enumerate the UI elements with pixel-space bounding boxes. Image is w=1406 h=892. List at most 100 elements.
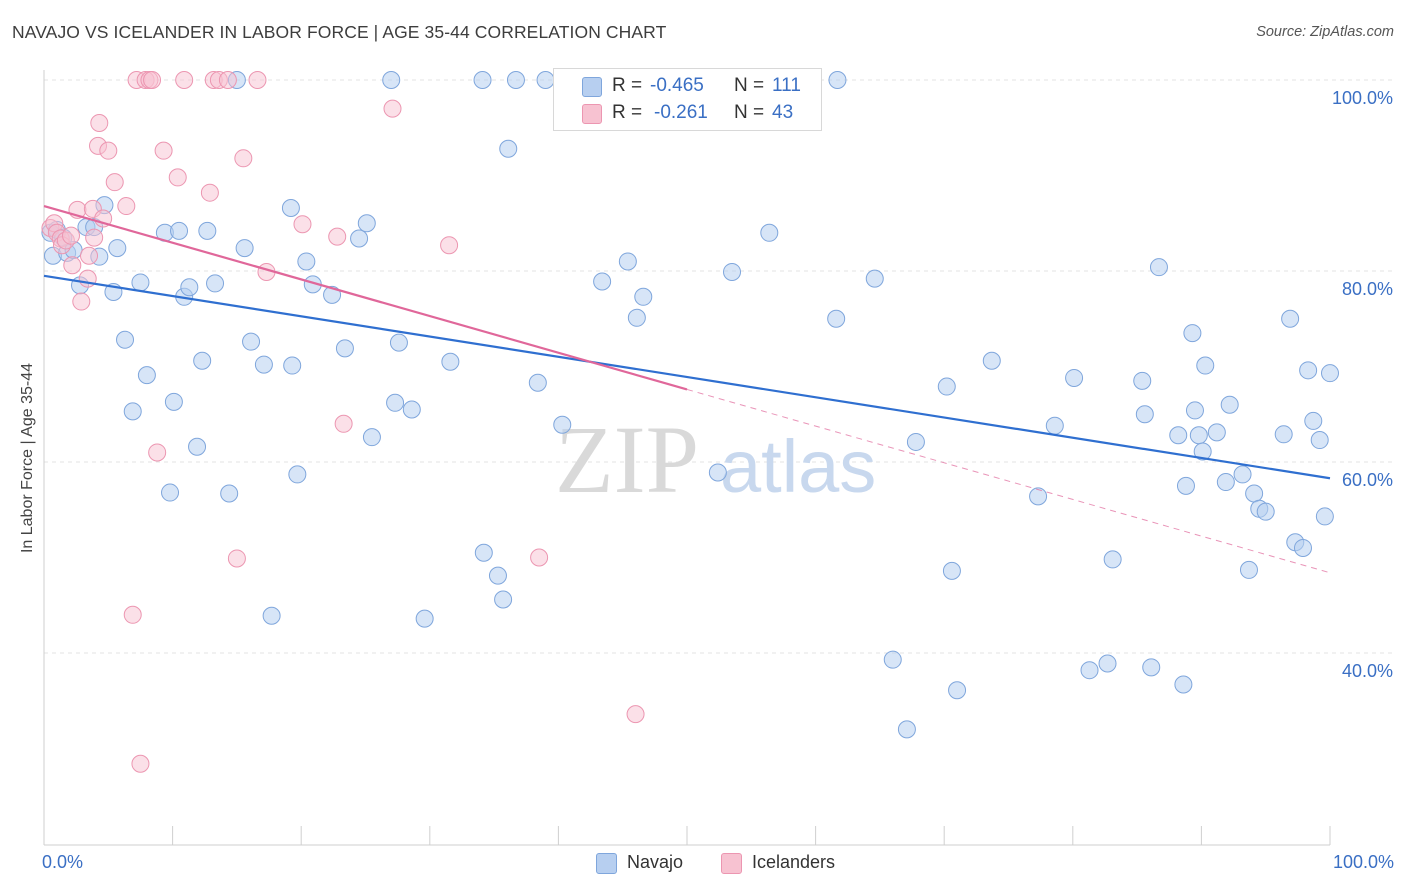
icelander-points: [41, 71, 645, 773]
navajo-point: [1183, 324, 1202, 343]
navajo-point: [942, 561, 961, 580]
navajo-n-label: N =: [734, 75, 765, 96]
navajo-point: [1149, 258, 1168, 277]
navajo-point: [1321, 364, 1339, 383]
navajo-point: [1135, 405, 1154, 424]
legend-row-icelanders: R = -0.261 N = 43: [554, 100, 821, 126]
navajo-trend-line: [43, 274, 1331, 480]
navajo-point: [350, 229, 369, 248]
trend-lines: [43, 205, 1331, 574]
navajo-point: [402, 400, 421, 419]
navajo-point: [1256, 502, 1275, 521]
navajo-point: [1239, 560, 1258, 579]
watermark-zip: ZIP: [555, 406, 699, 513]
icelander-point: [227, 549, 246, 568]
navajo-r-label: R =: [612, 75, 643, 96]
icelander-point: [62, 226, 81, 245]
icelander-point: [328, 227, 347, 246]
navajo-point: [828, 71, 847, 89]
icelander-r-value: -0.261: [654, 102, 708, 123]
icelander-point: [175, 71, 194, 89]
navajo-point: [161, 483, 180, 502]
navajo-point: [1196, 356, 1215, 375]
navajo-point: [262, 606, 281, 625]
navajo-point: [536, 71, 555, 89]
navajo-point: [1029, 487, 1048, 506]
navajo-point: [415, 609, 434, 628]
navajo-point: [164, 392, 183, 411]
navajo-point: [982, 351, 1001, 370]
icelander-trend-extension: [686, 388, 1331, 574]
navajo-point: [281, 198, 300, 217]
y-tick-label: 80.0%: [1342, 279, 1393, 299]
navajo-point: [1169, 426, 1188, 445]
navajo-point: [1185, 401, 1204, 420]
icelander-point: [248, 71, 267, 89]
chart-title: NAVAJO VS ICELANDER IN LABOR FORCE | AGE…: [12, 22, 667, 42]
icelander-point: [117, 197, 136, 216]
navajo-point: [123, 402, 142, 421]
navajo-point: [865, 269, 884, 288]
navajo-point: [1176, 476, 1195, 495]
axes: [43, 70, 1331, 846]
navajo-swatch: [582, 77, 602, 97]
icelander-n-value: 43: [772, 102, 794, 123]
navajo-point: [553, 415, 572, 434]
navajo-point: [1299, 361, 1318, 380]
y-tick-labels: 40.0% 60.0% 80.0% 100.0%: [1332, 88, 1393, 681]
navajo-point: [441, 352, 460, 371]
icelander-swatch: [582, 104, 602, 124]
navajo-point: [382, 71, 401, 89]
navajo-point: [386, 393, 405, 412]
icelander-point: [80, 246, 99, 265]
navajo-point: [494, 590, 513, 609]
icelander-point: [218, 71, 237, 89]
navajo-point: [827, 309, 846, 328]
navajo-point: [1098, 654, 1117, 673]
navajo-point: [1233, 465, 1252, 484]
icelander-point: [85, 228, 104, 247]
navajo-point: [108, 239, 127, 258]
icelander-trend-line: [43, 205, 688, 391]
navajo-point: [254, 355, 273, 374]
navajo-point: [297, 252, 316, 271]
navajo-point: [528, 373, 547, 392]
y-tick-label: 60.0%: [1342, 470, 1393, 490]
icelander-point: [143, 71, 162, 89]
navajo-point: [242, 332, 261, 351]
navajo-point: [1174, 675, 1193, 694]
icelander-point: [234, 149, 253, 168]
icelander-point: [530, 548, 549, 567]
x-axis-min-label: 0.0%: [42, 852, 84, 872]
navajo-point: [1220, 395, 1239, 414]
navajo-point: [220, 484, 239, 503]
navajo-point: [1133, 371, 1152, 390]
navajo-point: [1189, 426, 1208, 445]
navajo-r-value: -0.465: [650, 75, 704, 96]
icelander-point: [293, 215, 312, 234]
icelander-point: [334, 414, 353, 433]
legend-row-navajo: R = -0.465 N = 111: [554, 73, 821, 99]
navajo-point: [131, 273, 150, 292]
navajo-point: [474, 543, 493, 562]
icelander-point: [148, 443, 167, 462]
navajo-point: [948, 681, 967, 700]
series-legend: Navajo Icelanders: [0, 852, 1406, 876]
navajo-point: [1103, 550, 1122, 569]
icelander-legend-swatch: [721, 853, 742, 874]
y-tick-label: 100.0%: [1332, 88, 1393, 108]
x-axis-max-label: 100.0%: [1332, 852, 1394, 872]
navajo-point: [1080, 661, 1099, 680]
icelander-point: [99, 141, 118, 160]
correlation-legend: R = -0.465 N = 111 R = -0.261 N = 43: [553, 68, 822, 131]
icelander-point: [131, 754, 150, 773]
navajo-point: [618, 252, 637, 271]
navajo-point: [389, 333, 408, 352]
navajo-point: [188, 437, 207, 456]
icelander-point: [72, 292, 91, 311]
navajo-point: [883, 650, 902, 669]
navajo-point: [235, 239, 254, 258]
navajo-point: [170, 221, 189, 240]
navajo-point: [206, 274, 225, 293]
